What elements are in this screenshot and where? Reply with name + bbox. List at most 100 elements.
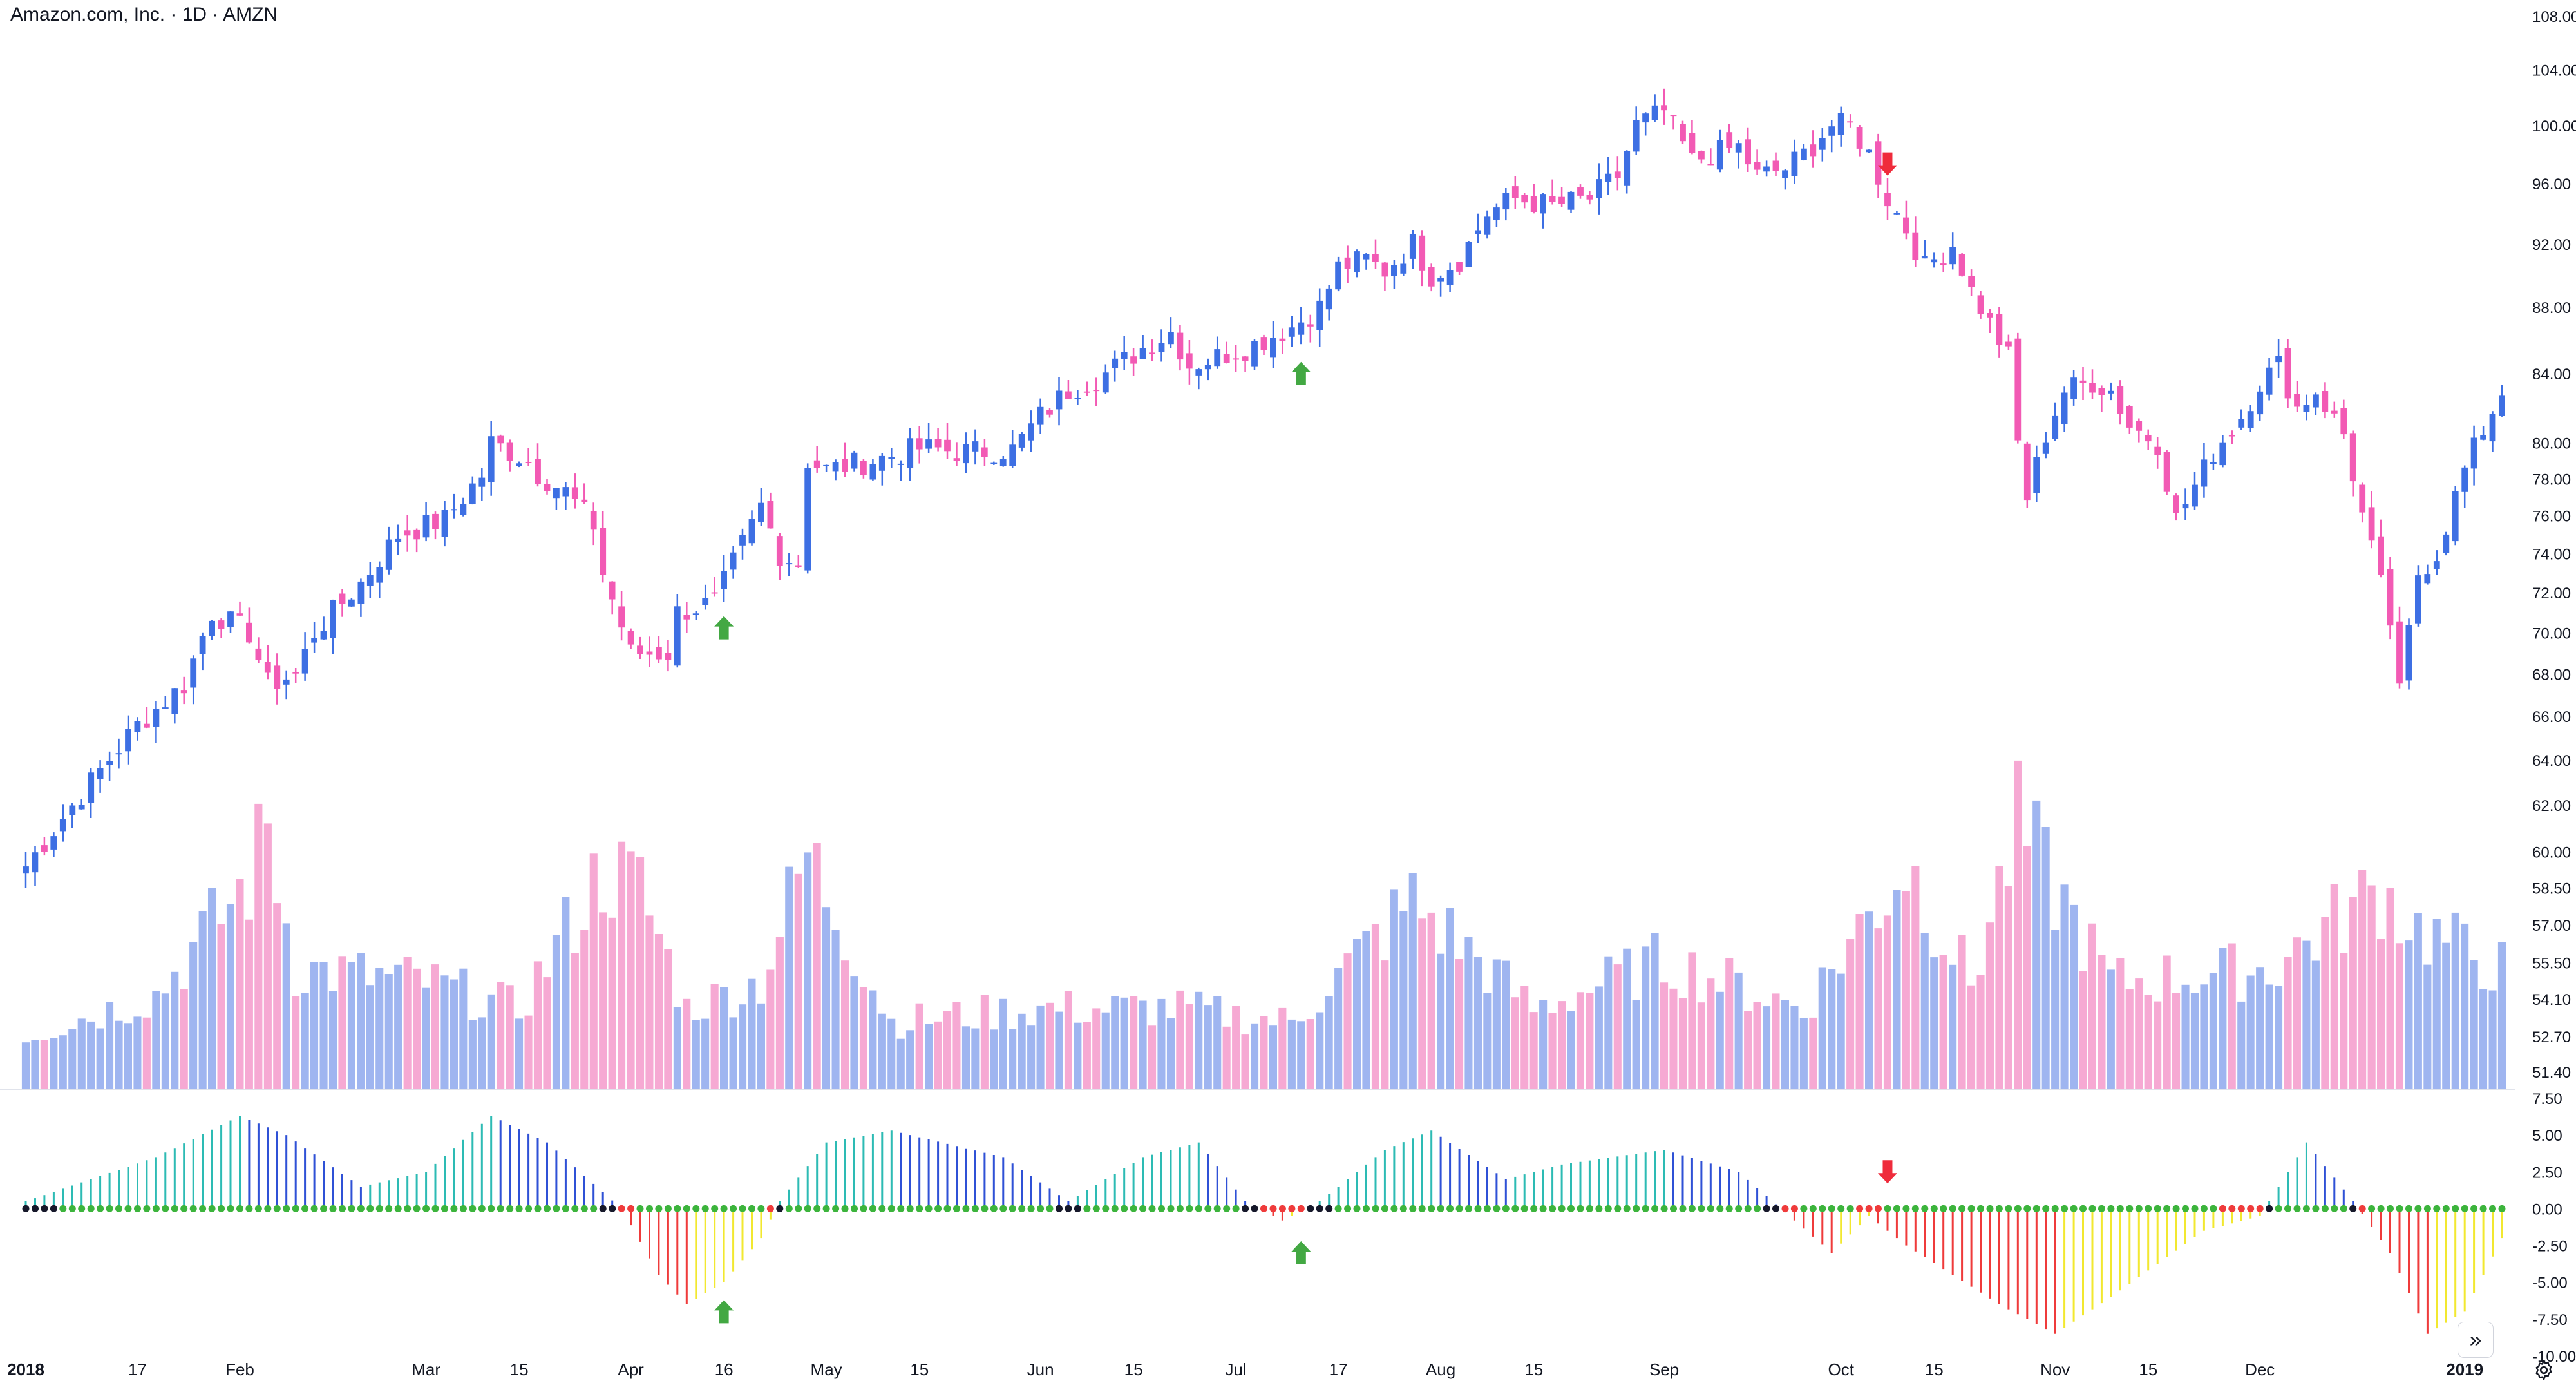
candle-body (41, 845, 48, 852)
squeeze-dot (1828, 1205, 1835, 1212)
candle (2294, 381, 2300, 412)
time-tick-label: 2019 (2446, 1360, 2483, 1379)
candle (571, 473, 578, 509)
candle (2480, 426, 2486, 441)
squeeze-dot (78, 1205, 86, 1212)
time-tick-label: Mar (412, 1360, 440, 1379)
squeeze-dot (59, 1205, 67, 1212)
time-axis[interactable]: 2018 17 Feb Mar 15 Apr 16 May 15 Jun 15 Jul 17 Aug 15 S… (7, 1360, 2483, 1379)
candle (1112, 350, 1119, 382)
time-tick-label: Dec (2245, 1360, 2275, 1379)
squeeze-dot (2042, 1205, 2050, 1212)
candle-body (1810, 144, 1817, 157)
squeeze-dot (1083, 1205, 1091, 1212)
candle (2079, 367, 2087, 400)
volume-bar (1278, 1007, 1287, 1089)
squeeze-dot (534, 1205, 542, 1212)
scroll-to-realtime-button[interactable]: » (2458, 1322, 2494, 1358)
candle-body (422, 515, 430, 538)
volume-bar (1297, 1021, 1305, 1089)
candle-body (553, 488, 560, 499)
squeeze-dot (590, 1205, 598, 1212)
squeeze-dot (1911, 1205, 1919, 1212)
squeeze-dot (2116, 1205, 2124, 1212)
candle-body (1940, 263, 1947, 265)
candle-body (674, 606, 681, 666)
volume-bar (739, 1004, 747, 1089)
candle-body (1754, 162, 1761, 170)
price-pane[interactable] (23, 88, 2505, 888)
squeeze-dot (1633, 1205, 1640, 1212)
candle-body (1521, 195, 1528, 203)
volume-bar (1176, 990, 1184, 1089)
volume-bar (1055, 1011, 1063, 1089)
symbol-title[interactable]: Amazon.com, Inc. · 1D · AMZN (6, 3, 282, 27)
candle-body (2275, 356, 2282, 363)
candle (832, 459, 839, 481)
candle (609, 581, 616, 615)
squeeze-dot (310, 1205, 318, 1212)
candle (581, 483, 588, 504)
gear-icon[interactable] (2528, 1354, 2560, 1386)
candle-body (1009, 444, 1016, 466)
volume-bar (543, 977, 551, 1089)
squeeze-dot (2479, 1205, 2487, 1212)
candle-body (2294, 394, 2300, 407)
squeeze-dot (459, 1205, 467, 1212)
candle-body (404, 530, 411, 536)
candle-body (1949, 247, 1956, 265)
squeeze-dot (981, 1205, 989, 1212)
price-tick-label: 54.10 (2532, 991, 2571, 1009)
candle-body (2424, 574, 2431, 584)
squeeze-dot (1232, 1205, 1240, 1212)
volume-bar (1166, 1018, 1175, 1089)
candle (162, 696, 169, 709)
candle (1493, 203, 1500, 227)
candle-body (1912, 232, 1919, 260)
candle-body (1363, 254, 1370, 260)
candle-body (1875, 141, 1882, 185)
candle-body (832, 462, 839, 472)
squeeze-dot (851, 1205, 858, 1212)
candle (1558, 187, 1565, 207)
oscillator-tick-label: -7.50 (2532, 1311, 2568, 1329)
squeeze-dot (2079, 1205, 2087, 1212)
volume-bar (1967, 985, 1976, 1089)
squeeze-dot (2023, 1205, 2031, 1212)
squeeze-dot (68, 1205, 76, 1212)
candle (1028, 410, 1034, 452)
candle (1735, 140, 1742, 169)
candle (1912, 216, 1919, 267)
time-tick-label: 17 (1329, 1360, 1348, 1379)
squeeze-dot (2442, 1205, 2450, 1212)
time-tick-label: Jun (1027, 1360, 1054, 1379)
candle (1549, 179, 1556, 205)
volume-bar (1362, 931, 1370, 1089)
time-tick-label: 15 (2139, 1360, 2157, 1379)
squeeze-dot (1455, 1205, 1463, 1212)
candle (1689, 120, 1696, 155)
squeeze-dot (683, 1205, 690, 1212)
candle (2275, 339, 2282, 378)
price-axis[interactable]: 108.00 104.00 100.00 96.00 92.00 88.00 84.00 80… (2532, 8, 2576, 1366)
candle (2331, 401, 2338, 418)
candle-body (842, 459, 848, 472)
volume-bar (142, 1017, 151, 1089)
buy-arrow-icon (1291, 361, 1311, 385)
candle (1502, 188, 1510, 221)
candle (32, 846, 39, 886)
price-tick-label: 66.00 (2532, 709, 2571, 726)
time-tick-label: 15 (1925, 1360, 1944, 1379)
squeeze-dot (2312, 1205, 2320, 1212)
squeeze-dot (1884, 1205, 1891, 1212)
candle (1847, 114, 1853, 128)
candle-body (860, 461, 867, 475)
candle-body (190, 658, 197, 688)
oscillator-pane[interactable] (0, 1089, 2515, 1334)
volume-bar (478, 1017, 486, 1089)
squeeze-dot (887, 1205, 895, 1212)
squeeze-dot (1744, 1205, 1752, 1212)
volume-bar (1763, 1006, 1771, 1089)
